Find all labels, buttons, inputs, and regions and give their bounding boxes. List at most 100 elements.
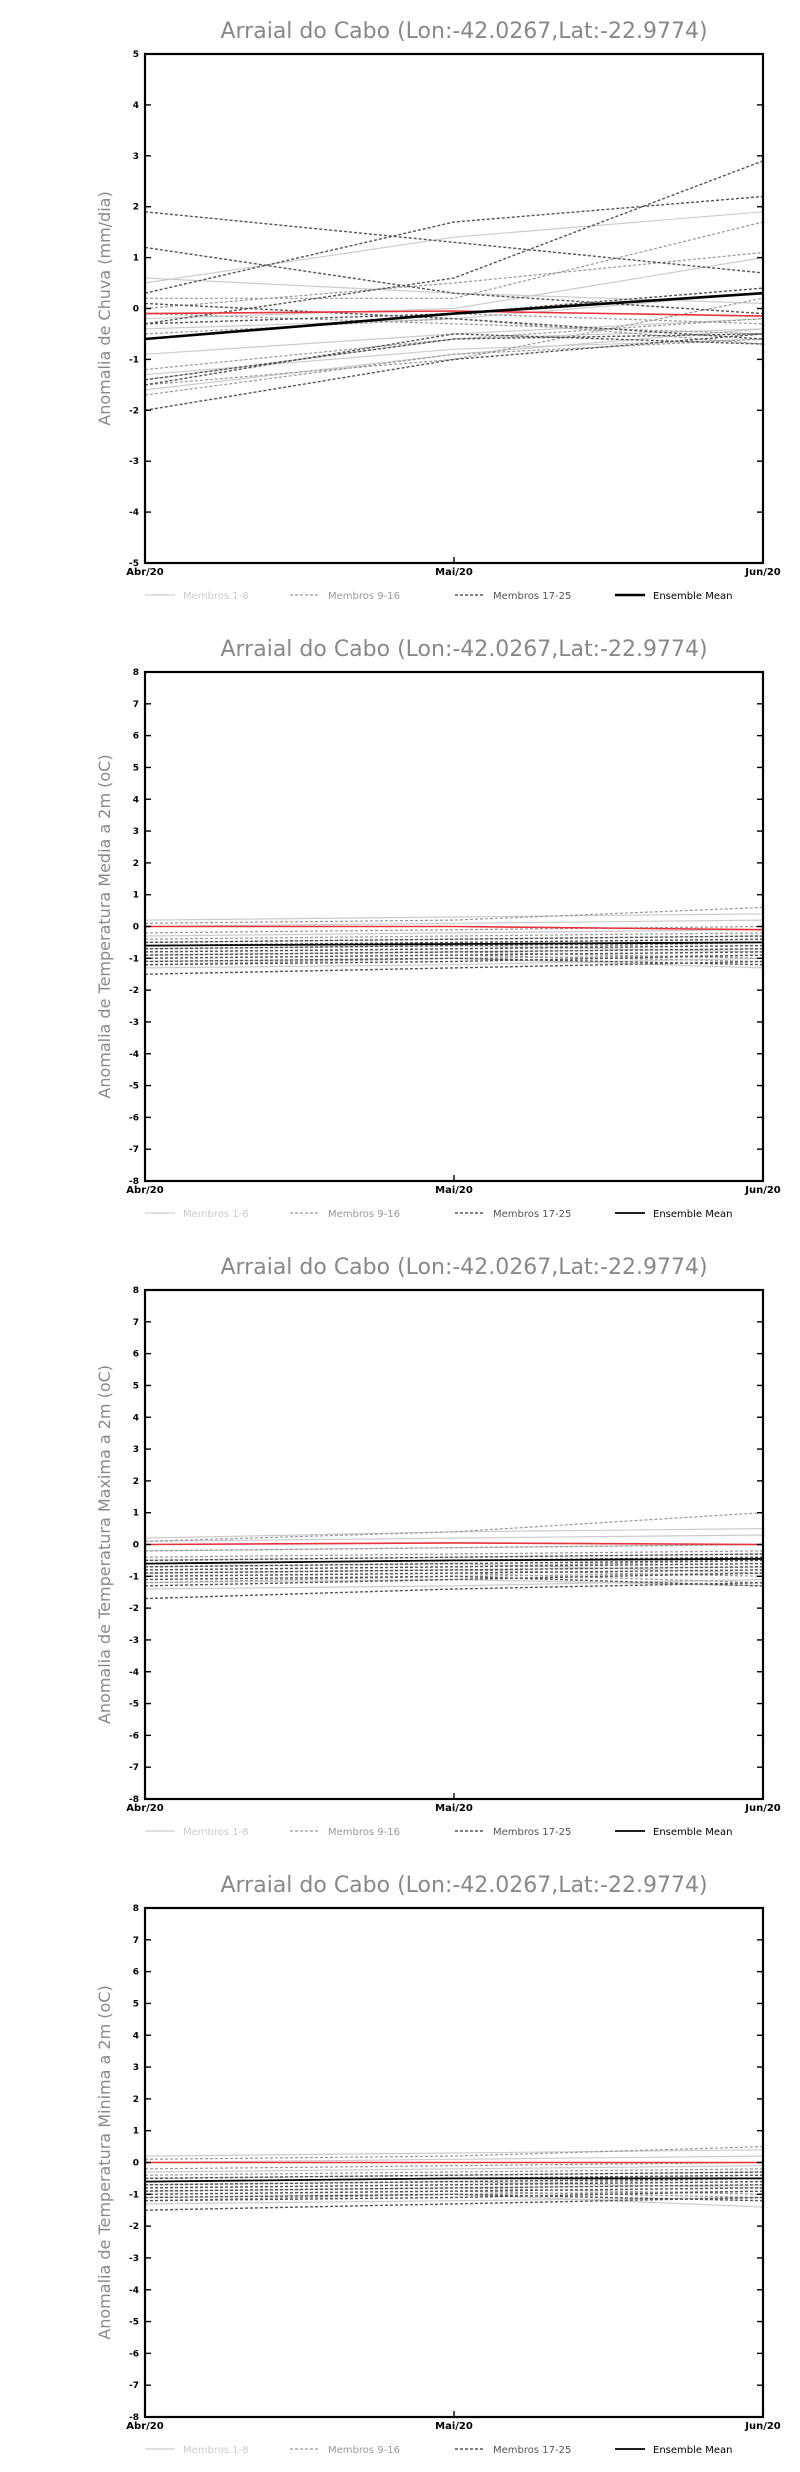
y-axis-label: Anomalia de Chuva (mm/dia) — [95, 191, 114, 425]
members-1-8-line-8 — [144, 1562, 764, 1574]
members-17-25-line-3 — [144, 948, 764, 956]
members-9-16-line-8 — [144, 951, 764, 959]
y-tick-label: 7 — [133, 700, 139, 710]
members-1-8-line-7 — [144, 2155, 764, 2164]
legend-label-members-9-16: Membros 9-16 — [328, 1827, 400, 1838]
y-tick-label: -6 — [129, 1113, 139, 1123]
y-tick-label: -6 — [129, 1731, 139, 1741]
y-tick-label: -3 — [129, 1018, 139, 1028]
legend-label-ensemble-mean: Ensemble Mean — [653, 591, 732, 602]
x-tick-label: Jun/20 — [744, 2421, 781, 2432]
members-9-16-line-3 — [144, 954, 764, 963]
members-9-16-line-1 — [144, 906, 764, 924]
members-9-16-line-5 — [144, 925, 764, 934]
y-tick-label: 7 — [133, 1318, 139, 1328]
members-17-25-line-4 — [144, 1569, 764, 1577]
members-1-8-line-3 — [144, 913, 764, 921]
members-9-16-line-7 — [144, 297, 764, 386]
y-tick-label: -5 — [129, 559, 139, 569]
y-tick-label: 5 — [133, 1381, 139, 1391]
y-tick-label: 8 — [133, 1904, 139, 1914]
y-tick-label: 2 — [133, 1477, 139, 1487]
members-9-16-line-1 — [144, 1512, 764, 1542]
members-1-8-line-2 — [144, 318, 764, 355]
members-9-16-line-4 — [144, 338, 764, 396]
y-tick-label: 1 — [133, 254, 139, 264]
members-17-25-line-8 — [144, 1553, 764, 1562]
y-tick-label: -3 — [129, 457, 139, 467]
y-tick-label: 0 — [133, 923, 139, 933]
observed-line — [145, 925, 764, 931]
y-tick-label: -4 — [129, 508, 139, 518]
y-tick-label: 6 — [133, 1968, 139, 1978]
legend-label-members-17-25: Membros 17-25 — [493, 1209, 571, 1220]
members-9-16-line-8 — [144, 1569, 764, 1577]
y-tick-label: -8 — [129, 2413, 139, 2423]
members-17-25-line-1 — [144, 960, 764, 975]
chart-svg: Arraial do Cabo (Lon:-42.0267,Lat:-22.97… — [95, 19, 781, 602]
ensemble-mean-line — [144, 1557, 764, 1565]
members-9-16-line-8 — [144, 2187, 764, 2195]
members-17-25-line-6 — [144, 2190, 764, 2202]
members-17-25-line-8 — [144, 2171, 764, 2180]
y-tick-label: 4 — [133, 795, 139, 805]
y-tick-label: 3 — [133, 827, 139, 837]
members-17-25-line-5 — [144, 246, 764, 315]
y-axis-label: Anomalia de Temperatura Maxima a 2m (oC) — [95, 1365, 114, 1724]
legend-label-members-9-16: Membros 9-16 — [328, 591, 400, 602]
chart-title: Arraial do Cabo (Lon:-42.0267,Lat:-22.97… — [220, 19, 707, 44]
y-tick-label: -2 — [129, 1604, 139, 1614]
members-17-25-line-5 — [144, 1559, 764, 1568]
x-tick-label: Mai/20 — [435, 1803, 473, 1814]
members-1-8-line-7 — [144, 1534, 764, 1542]
y-tick-label: 8 — [133, 668, 139, 678]
legend-label-members-1-8: Membros 1-8 — [183, 591, 249, 602]
members-17-25-line-8 — [144, 287, 764, 325]
y-tick-label: 3 — [133, 152, 139, 162]
members-9-16-line-5 — [145, 221, 764, 299]
members-1-8-line-7 — [144, 211, 764, 284]
chart-panel-1: Arraial do Cabo (Lon:-42.0267,Lat:-22.97… — [0, 0, 800, 618]
series-group — [144, 906, 764, 975]
members-17-25-line-7 — [144, 1562, 764, 1571]
members-17-25-line-9 — [144, 2193, 764, 2202]
members-9-16-line-3 — [144, 1572, 764, 1584]
y-tick-label: 1 — [133, 1509, 139, 1519]
members-17-25-line-2 — [144, 2174, 764, 2183]
members-9-16-line-2 — [144, 941, 764, 953]
y-tick-label: 5 — [133, 763, 139, 773]
members-17-25-line-1 — [144, 211, 764, 274]
members-17-25-line-7 — [144, 944, 764, 953]
y-tick-label: 5 — [133, 1999, 139, 2009]
x-tick-label: Abr/20 — [126, 1185, 163, 1196]
members-1-8-line-2 — [144, 957, 764, 969]
y-tick-label: 6 — [133, 1350, 139, 1360]
members-17-25-line-7 — [144, 2180, 764, 2189]
y-tick-label: -4 — [129, 2286, 139, 2296]
ensemble-mean-line — [144, 941, 764, 947]
y-tick-label: 4 — [133, 1413, 139, 1423]
y-tick-label: 0 — [133, 2159, 139, 2169]
y-tick-label: -5 — [129, 1082, 139, 1092]
y-tick-label: -7 — [129, 1145, 139, 1155]
y-tick-label: 3 — [133, 2063, 139, 2073]
legend-label-members-1-8: Membros 1-8 — [183, 1209, 249, 1220]
members-17-25-line-1 — [144, 1582, 764, 1600]
x-tick-label: Mai/20 — [435, 567, 473, 578]
members-9-16-line-3 — [144, 313, 764, 335]
y-tick-label: 2 — [133, 203, 139, 213]
members-17-25-line-3 — [144, 195, 764, 294]
members-17-25-line-6 — [144, 160, 764, 325]
members-17-25-line-9 — [144, 302, 764, 340]
y-tick-label: -2 — [129, 406, 139, 416]
y-tick-label: -4 — [129, 1050, 139, 1060]
chart-title: Arraial do Cabo (Lon:-42.0267,Lat:-22.97… — [220, 637, 707, 662]
series-group — [144, 160, 764, 411]
observed-line — [144, 1542, 764, 1546]
observed-line — [144, 310, 764, 317]
y-tick-label: 4 — [133, 101, 139, 111]
y-tick-label: 2 — [133, 859, 139, 869]
chart-title: Arraial do Cabo (Lon:-42.0267,Lat:-22.97… — [220, 1255, 707, 1280]
x-tick-label: Jun/20 — [744, 567, 781, 578]
members-17-25-line-9 — [144, 1575, 764, 1587]
